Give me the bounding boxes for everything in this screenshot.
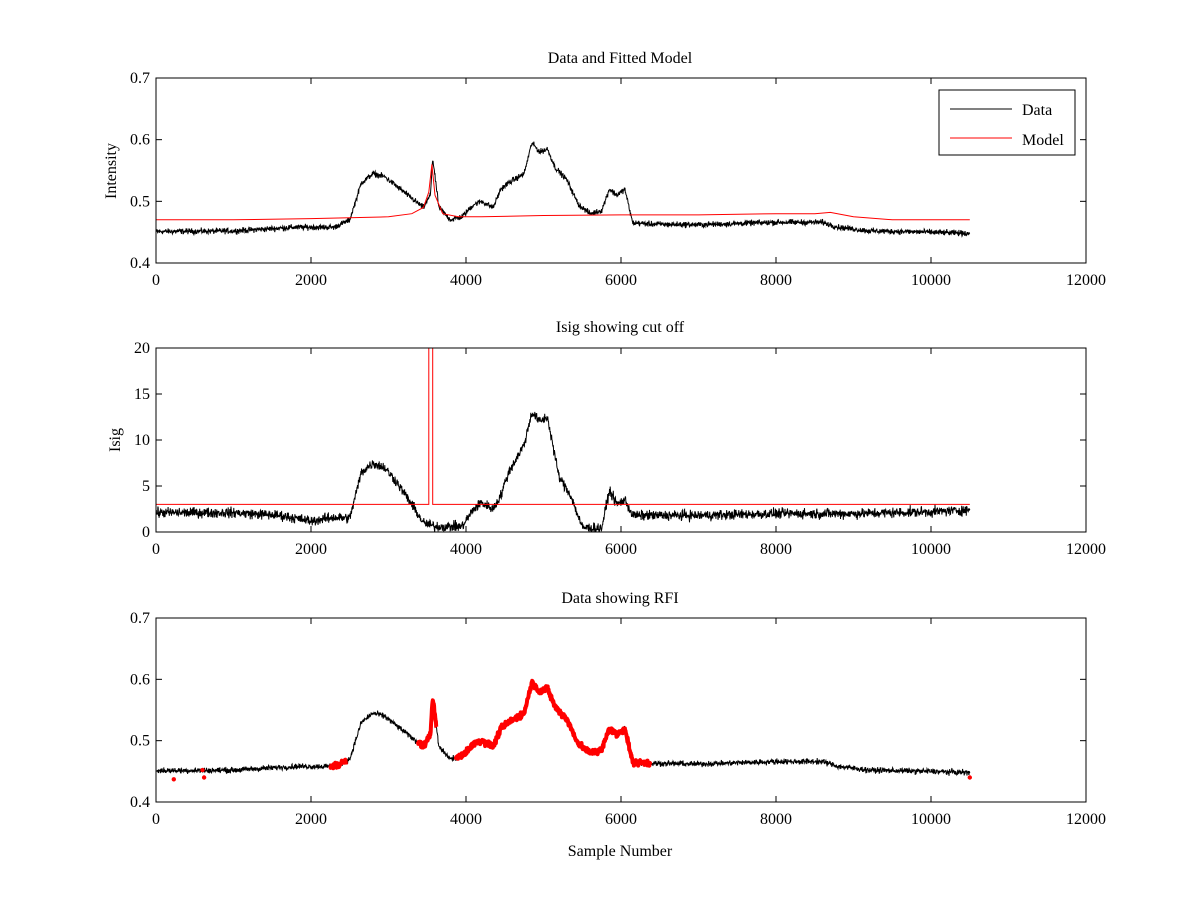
x-tick-label: 10000 [911,541,951,558]
x-tick-label: 12000 [1066,811,1106,828]
series-data-line [156,141,971,238]
x-tick-label: 12000 [1066,272,1106,289]
x-tick-label: 10000 [911,811,951,828]
panel-1-ylabel: Intensity [103,143,120,199]
rfi-flagged-segment-2 [453,678,653,768]
y-tick-label: 20 [134,340,150,357]
legend-data-label: Data [1022,102,1052,119]
panel-2-ylabel: Isig [107,428,124,452]
y-tick-label: 0.7 [130,610,150,627]
x-tick-label: 12000 [1066,541,1106,558]
panel-1-axes: 0 2000 4000 6000 8000 10000 12000 0.4 0.5 0.6 0.7 [130,70,1106,289]
x-tick-label: 10000 [911,272,951,289]
y-tick-label: 0.6 [130,132,150,149]
x-tick-label: 4000 [450,272,482,289]
x-tick-label: 8000 [760,272,792,289]
rfi-flagged-segment-0 [328,757,348,771]
y-tick-label: 0.4 [130,794,150,811]
rfi-point-0 [171,777,176,782]
x-tick-label: 6000 [605,811,637,828]
x-tick-label: 4000 [450,541,482,558]
rfi-point-3 [967,775,972,780]
x-tick-label: 4000 [450,811,482,828]
y-tick-label: 0.5 [130,193,150,210]
rfi-point-2 [200,767,205,773]
x-axis-label: Sample Number [568,843,673,860]
panel-1-series [156,141,971,238]
x-tick-label: 2000 [295,541,327,558]
x-tick-label: 8000 [760,811,792,828]
panel-3-series [156,678,972,782]
y-tick-label: 0.6 [130,671,150,688]
legend-model-label: Model [1022,132,1064,149]
y-tick-label: 10 [134,432,150,449]
y-tick-label: 0.5 [130,733,150,750]
x-tick-label: 6000 [605,272,637,289]
panel-2-axes: 0 2000 4000 6000 8000 10000 12000 0 5 10 15 20 [134,340,1106,558]
panel-2-series [156,348,971,532]
x-tick-label: 2000 [295,272,327,289]
panel-3-title: Data showing RFI [561,590,678,607]
legend-box [938,89,1076,156]
x-tick-label: 0 [152,272,160,289]
panel-isig: Isig showing cut off Isig 0 2000 4000 6000 8… [107,319,1106,558]
x-tick-label: 0 [152,541,160,558]
series-cut-off-line [156,348,970,505]
rfi-flagged-segment-1 [415,698,439,750]
series-model-line [156,164,970,221]
x-tick-label: 2000 [295,811,327,828]
y-tick-label: 0.4 [130,255,150,272]
x-tick-label: 0 [152,811,160,828]
x-tick-label: 6000 [605,541,637,558]
panel-data-rfi: Data showing RFI 0 2000 4000 6000 8000 10000 1… [130,590,1106,860]
panel-data-and-model: Data and Fitted Model Intensity 0 2000 400… [103,50,1106,289]
panel-2-title: Isig showing cut off [556,319,685,336]
y-tick-label: 5 [142,478,150,495]
rfi-point-1 [201,775,207,780]
y-tick-label: 15 [134,386,150,403]
series-isig-line [156,411,971,532]
panel-1-title: Data and Fitted Model [548,50,693,67]
legend: Data Model [938,89,1076,156]
y-tick-label: 0.7 [130,70,150,87]
panel-3-axes: 0 2000 4000 6000 8000 10000 12000 0.4 0.5 0.6 0.7 [130,610,1106,828]
x-tick-label: 8000 [760,541,792,558]
y-tick-label: 0 [142,524,150,541]
